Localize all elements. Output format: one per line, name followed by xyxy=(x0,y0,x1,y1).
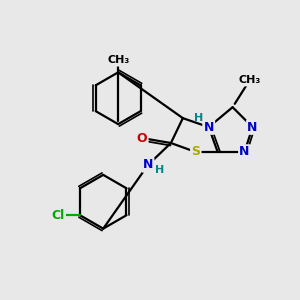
Text: H: H xyxy=(194,113,203,123)
Text: O: O xyxy=(137,132,147,145)
Text: CH₃: CH₃ xyxy=(238,75,261,85)
Text: CH₃: CH₃ xyxy=(107,56,129,65)
Text: N: N xyxy=(239,146,250,158)
Text: H: H xyxy=(155,165,165,175)
Text: N: N xyxy=(247,121,258,134)
Text: S: S xyxy=(191,146,200,158)
Text: N: N xyxy=(203,121,214,134)
Text: Cl: Cl xyxy=(51,209,65,222)
Text: N: N xyxy=(143,158,153,171)
